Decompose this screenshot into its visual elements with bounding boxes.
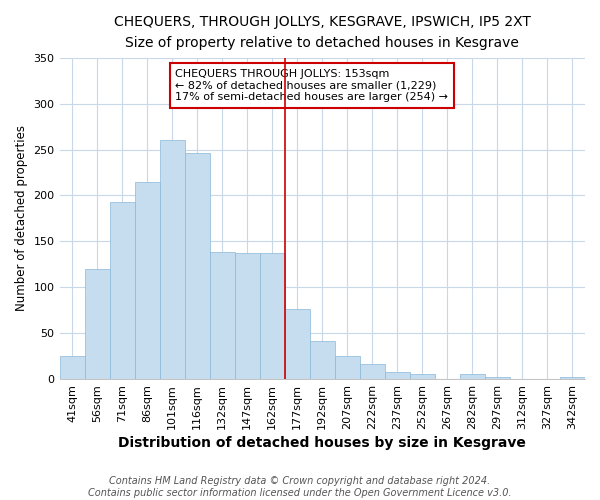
Bar <box>410 374 435 379</box>
Bar <box>59 356 85 379</box>
Bar <box>160 140 185 379</box>
Bar <box>110 202 134 379</box>
Text: CHEQUERS THROUGH JOLLYS: 153sqm
← 82% of detached houses are smaller (1,229)
17%: CHEQUERS THROUGH JOLLYS: 153sqm ← 82% of… <box>175 69 448 102</box>
Bar <box>310 342 335 379</box>
Bar <box>209 252 235 379</box>
Bar <box>335 356 360 379</box>
Y-axis label: Number of detached properties: Number of detached properties <box>15 126 28 312</box>
X-axis label: Distribution of detached houses by size in Kesgrave: Distribution of detached houses by size … <box>118 436 526 450</box>
Bar <box>235 254 260 379</box>
Bar <box>85 269 110 379</box>
Bar <box>385 372 410 379</box>
Bar <box>260 254 285 379</box>
Bar <box>485 377 510 379</box>
Bar <box>460 374 485 379</box>
Bar <box>560 377 585 379</box>
Text: Contains HM Land Registry data © Crown copyright and database right 2024.
Contai: Contains HM Land Registry data © Crown c… <box>88 476 512 498</box>
Bar <box>185 153 209 379</box>
Title: CHEQUERS, THROUGH JOLLYS, KESGRAVE, IPSWICH, IP5 2XT
Size of property relative t: CHEQUERS, THROUGH JOLLYS, KESGRAVE, IPSW… <box>114 15 531 50</box>
Bar <box>360 364 385 379</box>
Bar <box>285 310 310 379</box>
Bar <box>134 182 160 379</box>
